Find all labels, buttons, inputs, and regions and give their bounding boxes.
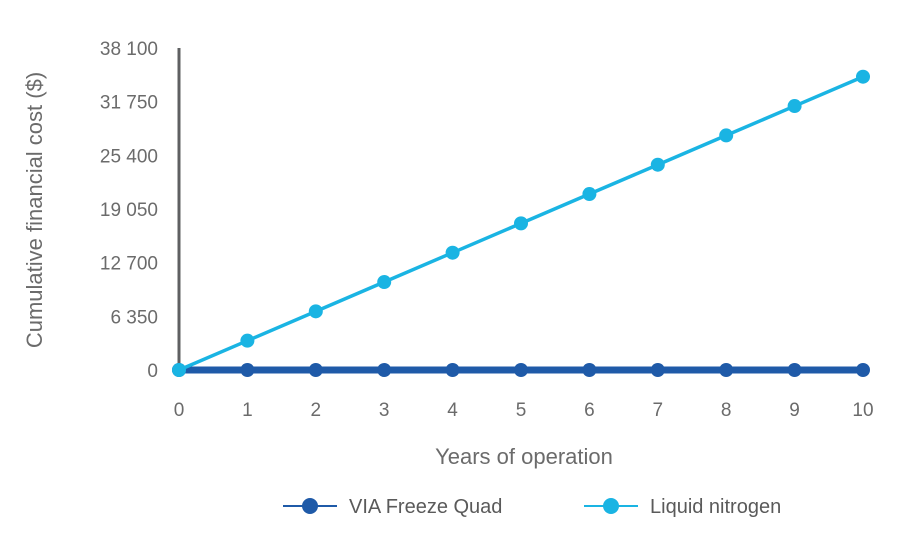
x-tick-label: 8 [721,400,732,421]
x-axis-title: Years of operation [435,444,613,469]
x-tick-label: 5 [516,400,527,421]
data-point-marker [787,363,802,377]
y-tick-label: 0 [147,361,158,382]
data-point-marker [582,363,597,377]
x-tick-label: 9 [789,400,800,421]
legend: VIA Freeze Quad Liquid nitrogen [283,496,781,518]
data-point-marker [445,363,460,377]
data-point-marker [856,363,870,377]
x-tick-label: 3 [379,400,390,421]
legend-item: Liquid nitrogen [584,496,781,518]
x-tick-label: 1 [242,400,253,421]
data-point-marker [445,245,460,260]
data-point-marker [377,363,392,377]
x-axis-ticks: 0 1 2 3 4 5 6 7 8 9 10 [174,400,874,421]
legend-marker-icon [603,498,619,514]
data-point-marker [308,363,323,377]
data-point-marker [719,128,734,143]
y-tick-label: 25 400 [100,146,158,167]
data-point-marker [240,363,255,377]
data-point-marker [856,69,870,84]
x-tick-label: 2 [311,400,322,421]
data-point-marker [582,187,597,202]
data-point-marker [787,99,802,114]
x-tick-label: 10 [852,400,873,421]
series-via-freeze-quad [172,363,870,377]
plot-area [172,69,870,377]
series-liquid-nitrogen [172,69,870,377]
legend-marker-icon [302,498,318,514]
y-axis-title: Cumulative financial cost ($) [22,72,47,348]
data-point-marker [514,363,528,377]
legend-label: Liquid nitrogen [650,496,781,518]
data-point-marker [514,216,528,231]
x-tick-label: 7 [653,400,664,421]
y-tick-label: 12 700 [100,254,158,275]
data-point-marker [719,363,734,377]
y-tick-label: 19 050 [100,200,158,221]
x-tick-label: 6 [584,400,595,421]
y-tick-label: 31 750 [100,93,158,114]
legend-item: VIA Freeze Quad [283,496,502,518]
data-point-marker [308,304,323,319]
data-point-marker [650,363,665,377]
y-tick-label: 38 100 [100,39,158,60]
x-tick-label: 4 [447,400,458,421]
legend-label: VIA Freeze Quad [349,496,502,518]
data-point-marker [377,275,392,290]
data-point-marker [650,157,665,172]
y-axis-ticks: 0 6 350 12 700 19 050 25 400 31 750 38 100 [100,39,158,382]
data-point-marker [172,363,186,377]
svg-text:Cumulative financial cost ($): Cumulative financial cost ($) [22,72,47,348]
y-tick-label: 6 350 [110,307,158,328]
data-point-marker [240,333,255,348]
x-tick-label: 0 [174,400,185,421]
